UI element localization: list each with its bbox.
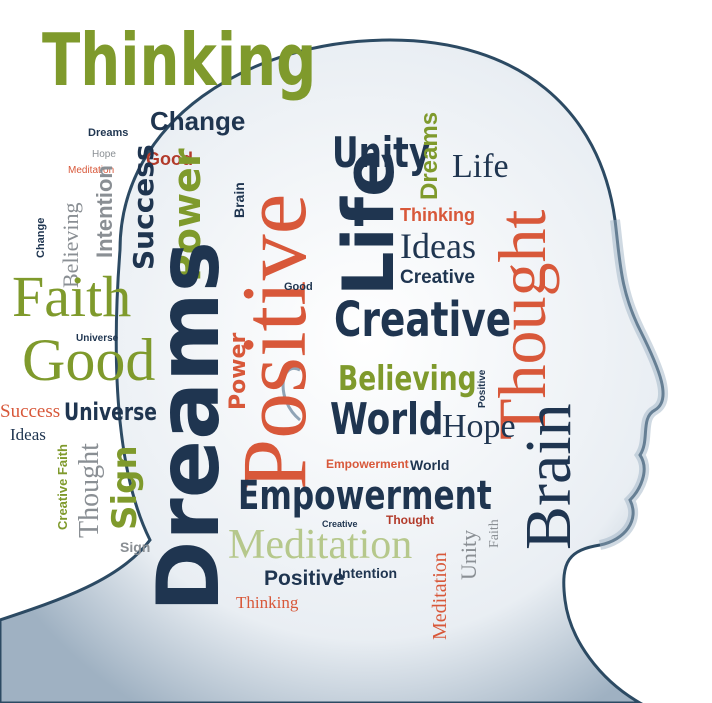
word-life-right: Life: [452, 148, 509, 185]
word-dreams-big: Dreams: [139, 241, 239, 612]
word-good-small: Good: [146, 149, 193, 169]
word-unity: Unity: [332, 128, 431, 177]
ear-outline: [281, 366, 301, 422]
word-intention-small: Intention: [338, 565, 398, 581]
word-meditation-small: Meditation: [68, 165, 115, 176]
word-meditation-vert: Meditation: [429, 552, 451, 640]
word-brain-small: Brain: [231, 182, 247, 218]
word-faith-small: Faith: [487, 519, 502, 548]
word-success-left: Success: [0, 401, 61, 422]
word-positive-small: Positive: [264, 567, 345, 590]
word-dreams-small: Dreams: [88, 127, 129, 139]
word-change: Change: [150, 106, 246, 136]
word-ideas-mid: Ideas: [400, 226, 476, 266]
word-hope-mid: Hope: [442, 408, 516, 445]
word-thought-left: Thought: [74, 443, 105, 538]
word-meditation-big: Meditation: [228, 522, 413, 568]
word-creative-tiny: Creative: [322, 519, 358, 529]
word-good-big: Good: [22, 327, 156, 393]
word-intention: Intention: [92, 165, 117, 258]
word-universe: Universe: [64, 398, 157, 426]
word-creative-big: Creative: [334, 292, 512, 348]
word-unity-small: Unity: [456, 529, 481, 580]
word-brain-big: Brain: [512, 403, 585, 550]
word-universe-tiny: Universe: [76, 333, 119, 344]
word-creative-faith: Creative Faith: [55, 444, 70, 530]
word-world: World: [330, 394, 444, 445]
face-edge-shadow: [598, 219, 669, 550]
word-dreams-vert: Dreams: [416, 111, 443, 200]
word-thinking-mid: Thinking: [400, 205, 475, 225]
word-world-small: World: [410, 457, 450, 473]
word-faith-big: Faith: [12, 264, 132, 329]
word-thought-small: Thought: [386, 513, 434, 527]
word-hope-small: Hope: [92, 149, 116, 160]
word-life-big: Life: [328, 149, 410, 296]
word-sign-small: Sign: [120, 539, 151, 555]
word-power-vert: Power: [226, 332, 251, 410]
word-thinking-bottom: Thinking: [236, 593, 299, 612]
word-ideas-left: Ideas: [10, 425, 46, 444]
word-believing-mid: Believing: [338, 359, 477, 399]
word-sign: Sign: [105, 445, 145, 530]
word-empowerment-big: Empowerment: [238, 473, 492, 519]
word-empowerment-small: Empowerment: [326, 457, 409, 471]
word-good-tiny: Good: [284, 281, 313, 293]
word-positive-tiny: Positive: [477, 369, 488, 408]
word-change-left: Change: [35, 217, 47, 258]
word-thinking-top: Thinking: [42, 18, 317, 102]
word-creative-small: Creative: [400, 267, 475, 288]
